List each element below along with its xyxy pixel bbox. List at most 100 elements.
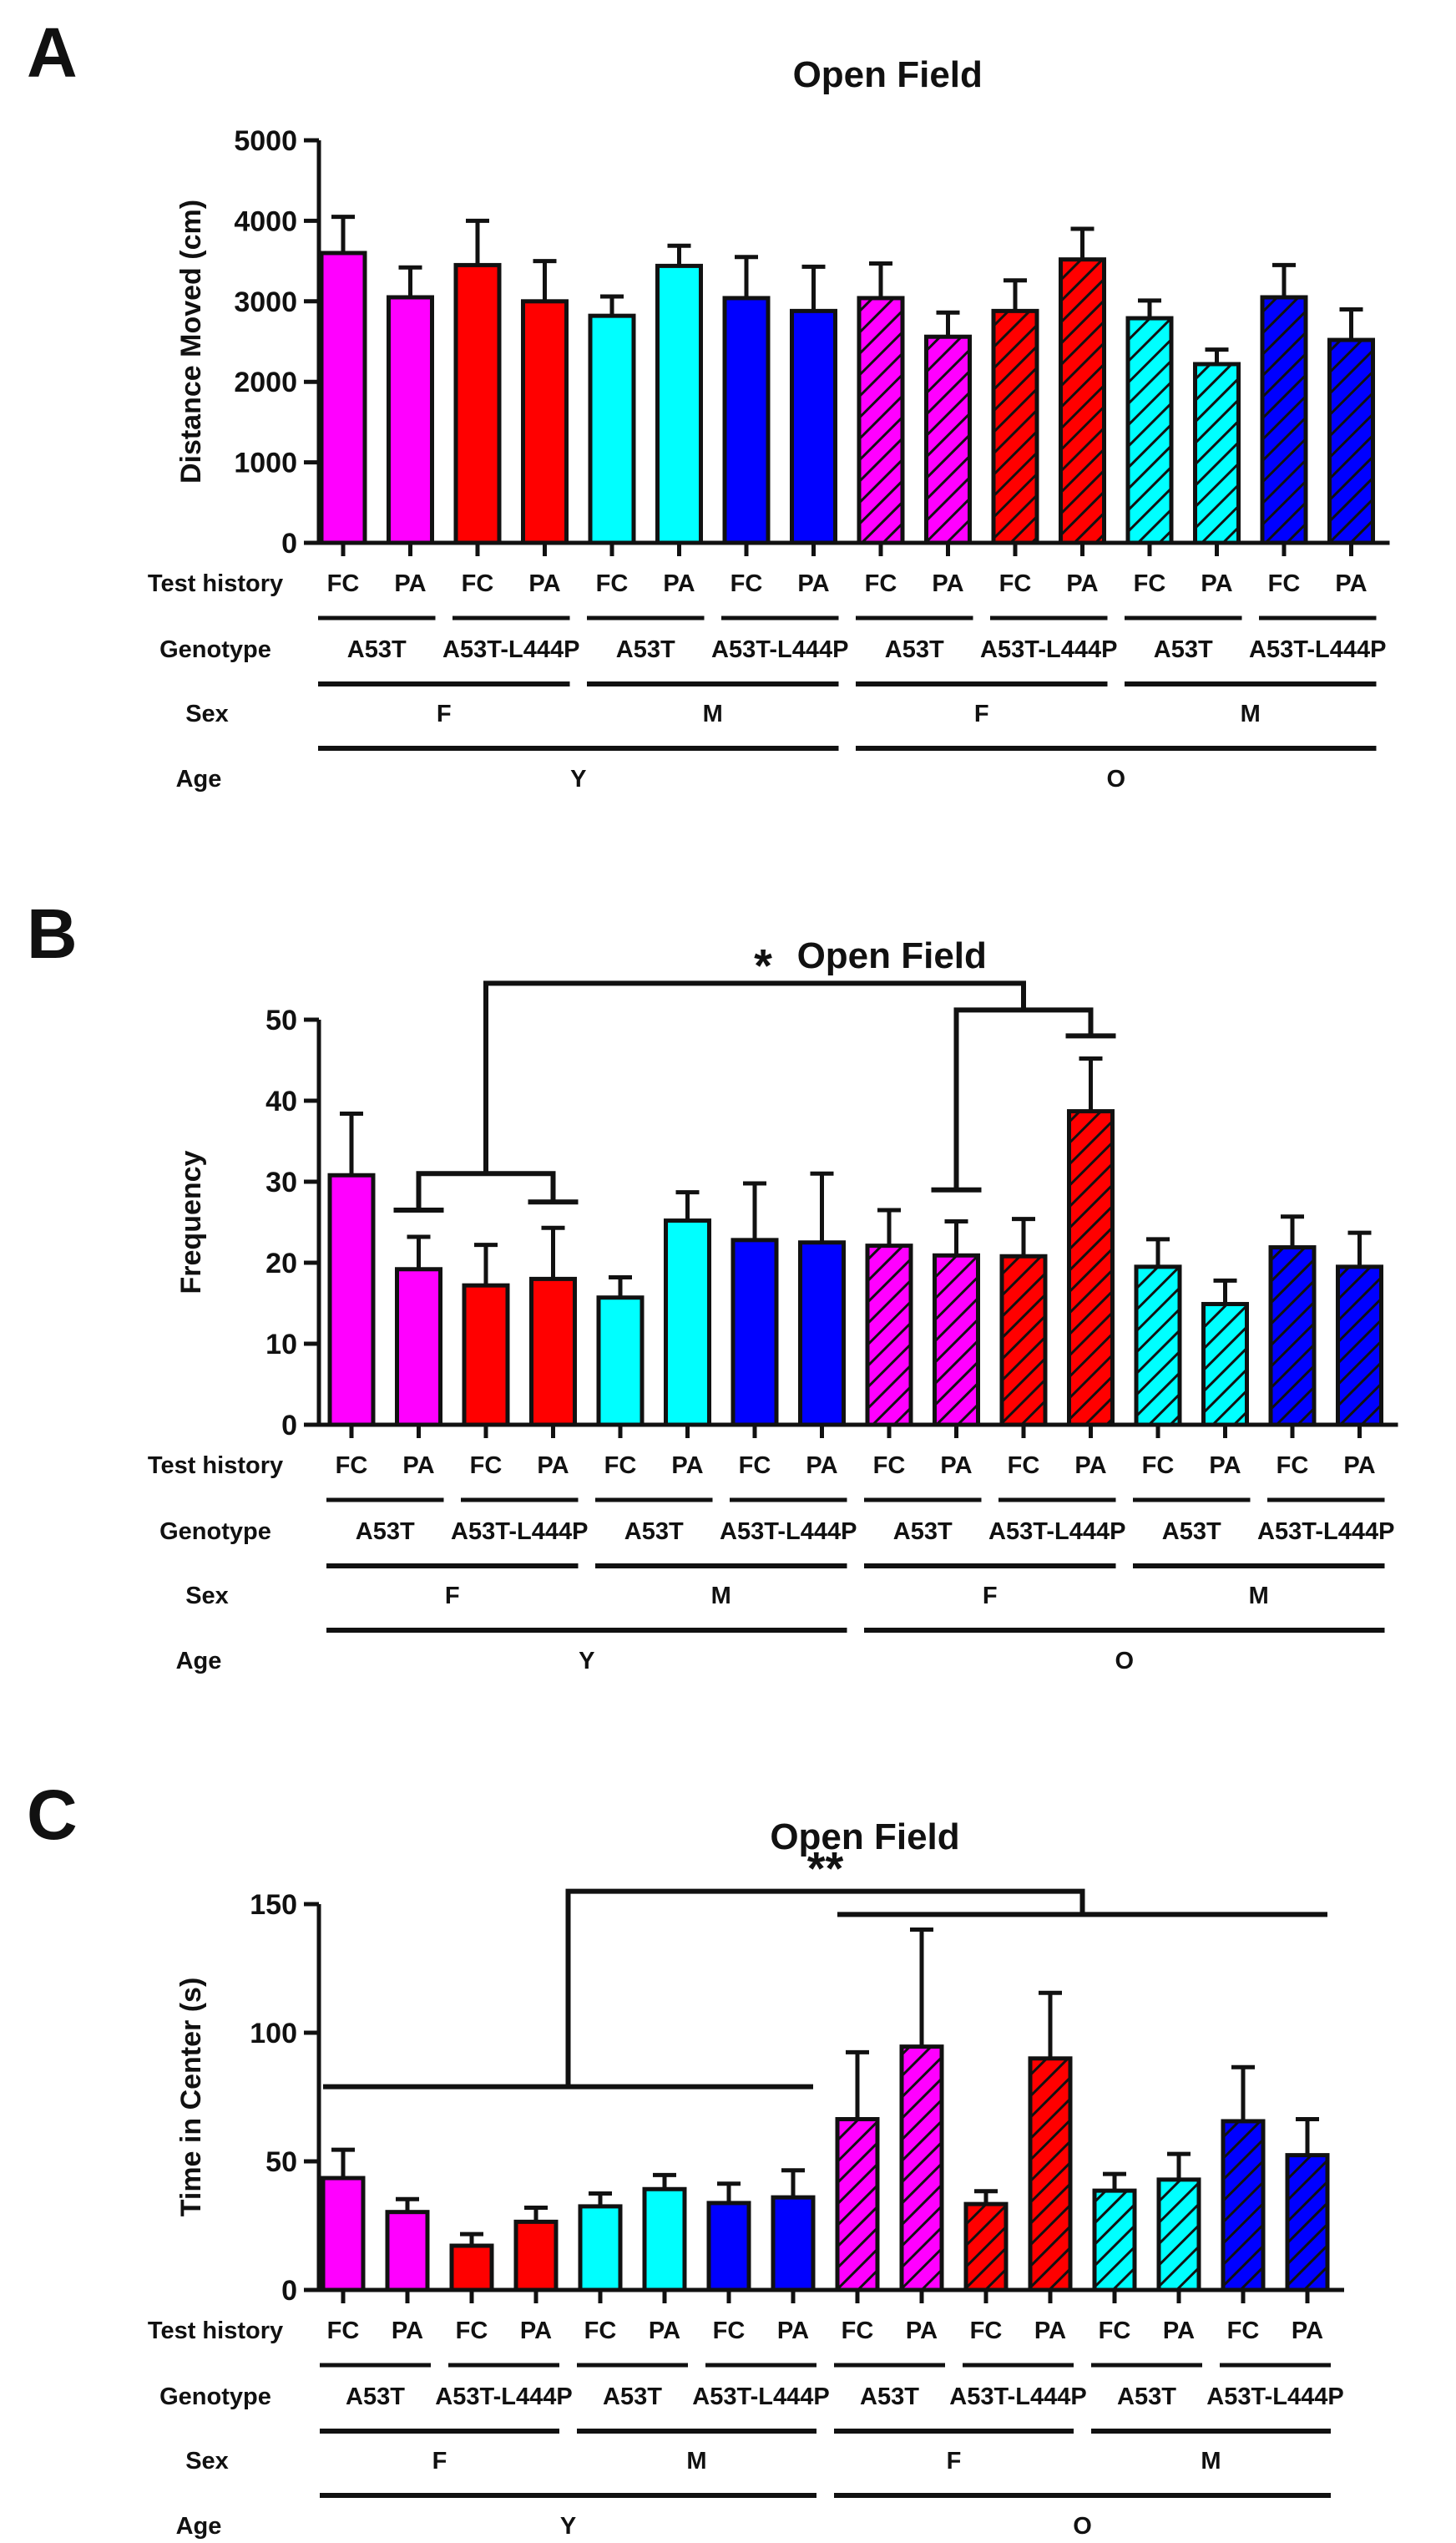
x-tick-label: PA (1074, 1452, 1106, 1479)
bar (1268, 1245, 1317, 1427)
x-tick-label: FC (865, 570, 897, 597)
bar (395, 1267, 442, 1427)
bar (991, 308, 1039, 545)
row-label: Test history (148, 2318, 283, 2344)
bar (319, 251, 367, 545)
age-label: O (1106, 766, 1125, 793)
row-label: Sex (185, 1583, 229, 1609)
bar (513, 2219, 559, 2292)
sex-label: M (711, 1583, 731, 1609)
significance-label: ** (807, 1842, 844, 1895)
x-tick-label: PA (1034, 2318, 1066, 2344)
x-tick-label: FC (462, 570, 494, 597)
sex-label: F (974, 701, 989, 727)
bar (529, 1276, 577, 1427)
bar (857, 296, 905, 545)
x-tick-label: PA (932, 570, 963, 597)
y-tick-label: 5000 (234, 125, 297, 157)
genotype-label: A53T-L444P (1249, 636, 1386, 663)
bar (933, 1253, 980, 1427)
x-tick-label: PA (806, 1452, 837, 1479)
row-label: Sex (185, 2448, 229, 2475)
x-tick-label: FC (1227, 2318, 1260, 2344)
bar (642, 2186, 687, 2292)
age-label: Y (560, 2513, 576, 2540)
bar (771, 2195, 816, 2292)
bar (963, 2201, 1009, 2292)
y-tick-label: 0 (281, 528, 297, 560)
sex-label: M (703, 701, 723, 727)
x-tick-label: PA (1343, 1452, 1375, 1479)
chart-title: Open Field (770, 1816, 959, 1857)
y-tick-label: 4000 (234, 205, 297, 237)
bar (706, 2201, 751, 2292)
genotype-label: A53T (1162, 1518, 1221, 1545)
bar (1201, 1301, 1249, 1427)
genotype-label: A53T-L444P (980, 636, 1117, 663)
y-tick-label: 40 (265, 1086, 297, 1117)
genotype-label: A53T (885, 636, 944, 663)
y-tick-label: 50 (265, 2146, 297, 2178)
genotype-label: A53T-L444P (988, 1518, 1125, 1545)
bar (835, 2116, 880, 2292)
bar (449, 2243, 494, 2292)
y-tick-label: 100 (250, 2018, 297, 2049)
panel-a: A Open Field Distance Moved (cm) 0 1000 2000 3… (27, 13, 1390, 793)
y-axis-label: Distance Moved (cm) (175, 200, 207, 484)
x-tick-label: PA (537, 1452, 569, 1479)
y-tick-label: 30 (265, 1167, 297, 1198)
genotype-label: A53T (1154, 636, 1213, 663)
genotype-label: A53T (347, 636, 407, 663)
bar (321, 2176, 366, 2292)
bar (578, 2204, 623, 2292)
bar (655, 263, 703, 545)
genotype-label: A53T-L444P (435, 2383, 572, 2410)
bar (999, 1254, 1048, 1427)
panel-b: B Open Field Frequency 0 10 20 30 40 50 Test hist… (27, 894, 1398, 1674)
x-tick-label: FC (713, 2318, 746, 2344)
bar (1221, 2119, 1266, 2292)
genotype-label: A53T-L444P (1206, 2383, 1343, 2410)
x-tick-label: FC (999, 570, 1032, 597)
sex-label: M (686, 2448, 706, 2475)
x-tick-label: FC (1268, 570, 1301, 597)
y-tick-label: 0 (281, 2275, 297, 2307)
x-tick-label: FC (596, 570, 629, 597)
y-tick-label: 2000 (234, 367, 297, 398)
bar (387, 295, 434, 545)
x-tick-label: PA (777, 2318, 809, 2344)
x-tick-label: FC (470, 1452, 503, 1479)
bar (1193, 362, 1241, 545)
bar (1028, 2056, 1073, 2292)
bar (664, 1218, 711, 1427)
panel-label: C (27, 1776, 78, 1854)
genotype-label: A53T-L444P (442, 636, 579, 663)
age-label: O (1073, 2513, 1092, 2540)
significance-bracket (416, 1171, 556, 1210)
sex-label: M (1241, 701, 1261, 727)
x-tick-label: FC (327, 570, 360, 597)
genotype-label: A53T-L444P (720, 1518, 857, 1545)
row-label: Age (176, 1648, 222, 1674)
genotype-label: A53T (356, 1518, 415, 1545)
y-axis-label: Time in Center (s) (175, 1978, 207, 2217)
bar (731, 1238, 779, 1427)
x-tick-label: FC (604, 1452, 637, 1479)
bar (462, 1283, 510, 1427)
bar (722, 296, 771, 545)
bar (327, 1173, 376, 1427)
bar (924, 334, 972, 545)
x-tick-label: FC (970, 2318, 1003, 2344)
x-tick-label: FC (336, 1452, 368, 1479)
y-axis-label: Frequency (175, 1150, 207, 1294)
bar (1067, 1109, 1115, 1427)
x-tick-label: FC (1277, 1452, 1309, 1479)
x-tick-label: FC (1099, 2318, 1131, 2344)
x-tick-label: FC (584, 2318, 617, 2344)
x-tick-label: FC (1142, 1452, 1175, 1479)
x-tick-label: PA (649, 2318, 680, 2344)
genotype-label: A53T (603, 2383, 662, 2410)
sex-label: F (983, 1583, 998, 1609)
age-label: O (1115, 1648, 1134, 1674)
